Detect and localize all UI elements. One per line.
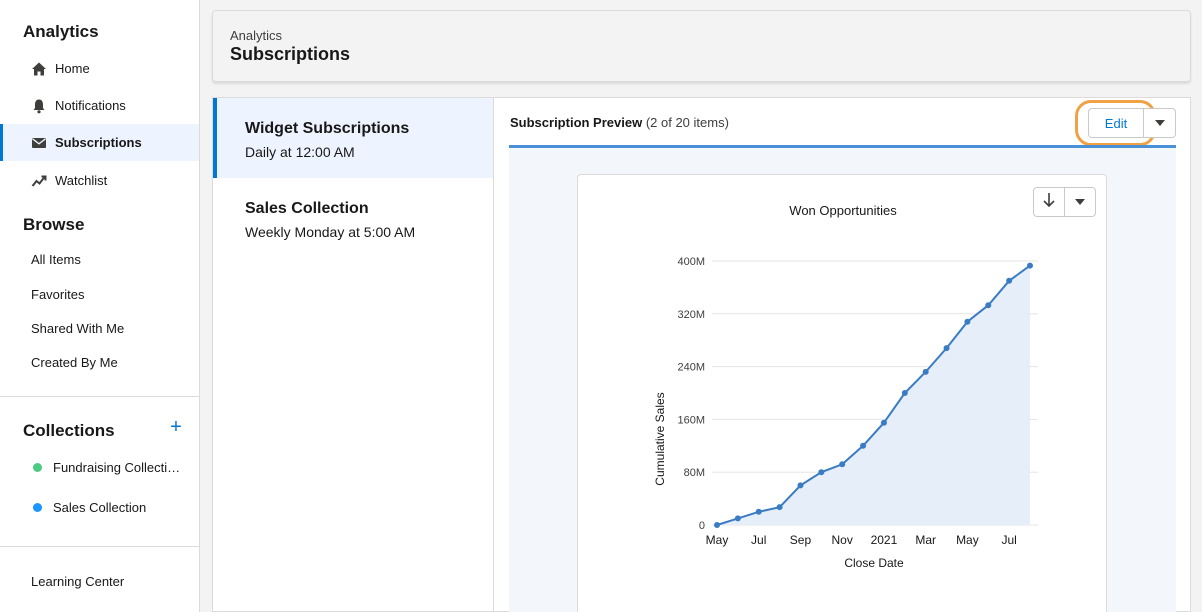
- subscription-list: Widget Subscriptions Daily at 12:00 AM S…: [212, 97, 493, 612]
- sidebar: Analytics Home Notifications Subscriptio…: [0, 0, 200, 612]
- page-header: Analytics Subscriptions: [212, 10, 1191, 82]
- edit-button[interactable]: Edit: [1088, 108, 1144, 138]
- browse-section-title: Browse: [23, 215, 85, 234]
- nav-item-notifications[interactable]: Notifications: [0, 87, 199, 124]
- subscription-preview-panel: Subscription Preview (2 of 20 items) Edi…: [493, 97, 1191, 612]
- page-title: Subscriptions: [230, 44, 351, 64]
- collection-label: Sales Collection: [53, 500, 147, 515]
- browse-item-created-by-me[interactable]: Created By Me: [31, 355, 118, 370]
- data-point: [1006, 277, 1013, 284]
- chart: Won Opportunities 0 80M 160M 240M 320M 400M M…: [653, 203, 1038, 570]
- browse-item-favorites[interactable]: Favorites: [31, 287, 85, 302]
- y-axis-ticks: 0 80M 160M 240M 320M 400M: [677, 256, 705, 532]
- collection-item-fundraising[interactable]: Fundraising Collecti…: [0, 460, 199, 475]
- blue-dot-icon: [33, 503, 42, 512]
- data-point: [943, 345, 950, 352]
- nav-item-label: Subscriptions: [55, 135, 142, 150]
- x-axis-label: Close Date: [844, 556, 904, 570]
- y-tick-label: 160M: [677, 414, 705, 426]
- data-point: [985, 302, 992, 309]
- data-point: [922, 368, 929, 375]
- sidebar-divider: [0, 546, 199, 547]
- data-point: [860, 442, 867, 449]
- preview-title: Subscription Preview (2 of 20 items): [510, 115, 729, 130]
- data-point: [901, 390, 908, 396]
- subscription-name: Widget Subscriptions: [245, 120, 410, 137]
- chart-menu-button[interactable]: [1064, 187, 1096, 217]
- learning-center-link[interactable]: Learning Center: [31, 574, 125, 589]
- subscription-name: Sales Collection: [245, 200, 369, 217]
- data-point: [797, 482, 804, 489]
- nav-item-subscriptions[interactable]: Subscriptions: [0, 124, 199, 161]
- y-tick-label: 80M: [684, 467, 705, 479]
- data-point: [1027, 262, 1033, 269]
- caret-down-icon: [1074, 193, 1086, 211]
- nav-item-label: Notifications: [55, 98, 126, 113]
- nav-item-label: Home: [55, 61, 90, 76]
- x-tick-label: Jul: [1001, 533, 1016, 547]
- y-tick-label: 0: [699, 520, 705, 532]
- y-tick-label: 240M: [677, 362, 705, 374]
- collection-label: Fundraising Collecti…: [53, 460, 181, 475]
- subscription-item-widget[interactable]: Widget Subscriptions Daily at 12:00 AM: [213, 98, 493, 178]
- download-button[interactable]: [1033, 187, 1065, 217]
- area-fill: [717, 265, 1030, 525]
- x-tick-label: 2021: [871, 533, 898, 547]
- caret-down-icon: [1154, 114, 1166, 132]
- sidebar-divider: [0, 396, 199, 397]
- nav-item-label: Watchlist: [55, 173, 108, 188]
- chart-area: [714, 262, 1033, 528]
- subscription-item-sales[interactable]: Sales Collection Weekly Monday at 5:00 A…: [213, 178, 493, 258]
- x-tick-label: Sep: [790, 533, 812, 547]
- data-point: [880, 419, 887, 426]
- add-collection-icon[interactable]: +: [170, 416, 182, 438]
- data-point: [714, 522, 720, 528]
- x-tick-label: Jul: [751, 533, 766, 547]
- analytics-section-title: Analytics: [23, 22, 99, 41]
- data-point: [964, 318, 971, 325]
- collection-item-sales[interactable]: Sales Collection: [0, 500, 199, 515]
- y-tick-label: 320M: [677, 309, 705, 321]
- x-tick-label: May: [956, 533, 979, 547]
- x-tick-label: Nov: [832, 533, 853, 547]
- chart-card: Won Opportunities 0 80M 160M 240M 320M 400M M…: [577, 174, 1107, 612]
- x-tick-label: Mar: [915, 533, 936, 547]
- subscription-schedule: Weekly Monday at 5:00 AM: [245, 224, 416, 240]
- data-point: [776, 504, 783, 511]
- home-icon: [31, 61, 47, 77]
- browse-item-shared-with-me[interactable]: Shared With Me: [31, 321, 125, 336]
- chart-title: Won Opportunities: [789, 203, 897, 218]
- preview-item-count: (2 of 20 items): [645, 115, 729, 130]
- preview-title-label: Subscription Preview: [510, 115, 643, 130]
- y-axis-label: Cumulative Sales: [653, 392, 667, 485]
- collections-section-title: Collections: [23, 421, 115, 440]
- preview-area: Won Opportunities 0 80M 160M 240M 320M 400M M…: [509, 145, 1176, 612]
- envelope-icon: [31, 135, 47, 151]
- green-dot-icon: [33, 463, 42, 472]
- nav-item-home[interactable]: Home: [0, 50, 199, 87]
- data-point: [755, 508, 762, 515]
- subscription-schedule: Daily at 12:00 AM: [245, 144, 355, 160]
- trend-icon: [31, 173, 47, 189]
- data-point: [818, 469, 825, 476]
- bell-icon: [31, 98, 47, 114]
- nav-item-watchlist[interactable]: Watchlist: [0, 162, 199, 199]
- data-point: [839, 461, 846, 468]
- x-axis-ticks: May Jul Sep Nov 2021 Mar May Jul: [706, 533, 1017, 547]
- preview-menu-button[interactable]: [1144, 108, 1176, 138]
- y-tick-label: 400M: [677, 256, 705, 268]
- data-point: [734, 515, 741, 522]
- breadcrumb[interactable]: Analytics: [230, 28, 283, 43]
- arrow-down-icon: [1042, 192, 1056, 213]
- browse-item-all-items[interactable]: All Items: [31, 252, 81, 267]
- series-line: [716, 264, 1031, 526]
- x-tick-label: May: [706, 533, 729, 547]
